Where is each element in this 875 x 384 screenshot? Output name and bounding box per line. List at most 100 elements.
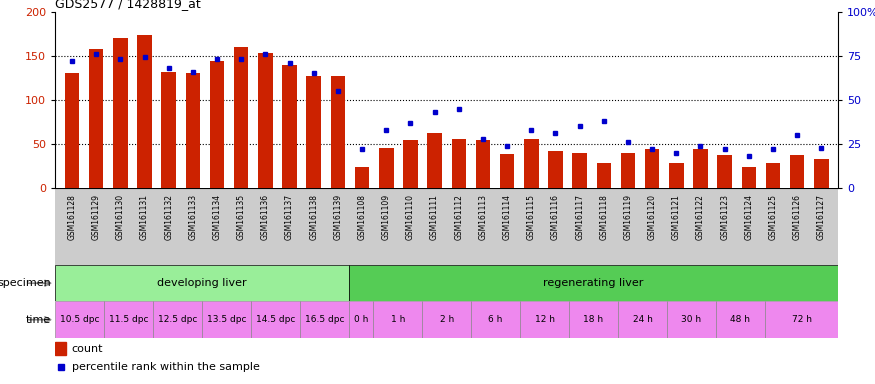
Bar (153, 301, 202, 338)
Bar (186, 73, 200, 188)
Text: GSM161113: GSM161113 (479, 194, 487, 240)
Bar (742, 167, 756, 188)
Text: GSM161130: GSM161130 (116, 194, 125, 240)
Text: GSM161119: GSM161119 (624, 194, 633, 240)
Text: GSM161138: GSM161138 (309, 194, 318, 240)
Text: 30 h: 30 h (682, 315, 702, 324)
Bar (89, 49, 103, 188)
Bar (716, 301, 765, 338)
Text: 13.5 dpc: 13.5 dpc (206, 315, 246, 324)
Text: 48 h: 48 h (731, 315, 751, 324)
Text: GSM161136: GSM161136 (261, 194, 270, 240)
Text: 24 h: 24 h (633, 315, 653, 324)
Text: 10.5 dpc: 10.5 dpc (60, 315, 100, 324)
Bar (476, 141, 490, 188)
Text: GSM161125: GSM161125 (768, 194, 778, 240)
Text: GSM161134: GSM161134 (213, 194, 221, 240)
Bar (234, 47, 248, 188)
Text: time: time (25, 314, 51, 325)
Text: 18 h: 18 h (584, 315, 604, 324)
Bar (766, 162, 780, 188)
Text: GSM161135: GSM161135 (237, 194, 246, 240)
Text: GSM161115: GSM161115 (527, 194, 536, 240)
Bar (55, 301, 104, 338)
Text: GSM161137: GSM161137 (285, 194, 294, 240)
Text: percentile rank within the sample: percentile rank within the sample (72, 362, 259, 372)
Bar (349, 265, 838, 301)
Text: 0 h: 0 h (354, 315, 368, 324)
Text: 6 h: 6 h (488, 315, 503, 324)
Bar (349, 301, 374, 338)
Bar (597, 164, 611, 188)
Text: GSM161127: GSM161127 (817, 194, 826, 240)
Bar (718, 155, 732, 188)
Bar (55, 342, 66, 355)
Bar (572, 153, 587, 188)
Bar (814, 159, 829, 188)
Text: GSM161108: GSM161108 (358, 194, 367, 240)
Bar (374, 301, 423, 338)
Bar (500, 154, 514, 188)
Bar (618, 301, 667, 338)
Text: 72 h: 72 h (792, 315, 811, 324)
Bar (104, 301, 153, 338)
Text: count: count (72, 344, 103, 354)
Bar (790, 155, 804, 188)
Bar (667, 301, 716, 338)
Text: GSM161123: GSM161123 (720, 194, 729, 240)
Text: GDS2577 / 1428819_at: GDS2577 / 1428819_at (55, 0, 201, 10)
Bar (113, 38, 128, 188)
Text: GSM161126: GSM161126 (793, 194, 802, 240)
Text: 12.5 dpc: 12.5 dpc (158, 315, 197, 324)
Text: GSM161121: GSM161121 (672, 194, 681, 240)
Bar (620, 153, 635, 188)
Text: GSM161132: GSM161132 (164, 194, 173, 240)
Bar (55, 265, 349, 301)
Text: GSM161117: GSM161117 (575, 194, 584, 240)
Text: 1 h: 1 h (390, 315, 405, 324)
Bar (331, 76, 345, 188)
Text: GSM161116: GSM161116 (551, 194, 560, 240)
Text: 14.5 dpc: 14.5 dpc (255, 315, 295, 324)
Bar (283, 65, 297, 188)
Text: GSM161111: GSM161111 (430, 194, 439, 240)
Text: GSM161133: GSM161133 (188, 194, 198, 240)
Bar (379, 147, 394, 188)
Bar (258, 53, 273, 188)
Text: GSM161122: GSM161122 (696, 194, 705, 240)
Text: specimen: specimen (0, 278, 51, 288)
Text: GSM161110: GSM161110 (406, 194, 415, 240)
Bar (423, 301, 471, 338)
Bar (549, 151, 563, 188)
Bar (524, 139, 538, 188)
Bar (471, 301, 520, 338)
Bar (669, 162, 683, 188)
Bar (251, 301, 300, 338)
Bar (569, 301, 618, 338)
Bar (765, 301, 838, 338)
Text: regenerating liver: regenerating liver (543, 278, 644, 288)
Bar (452, 139, 466, 188)
Text: GSM161112: GSM161112 (454, 194, 463, 240)
Text: GSM161114: GSM161114 (502, 194, 512, 240)
Text: GSM161120: GSM161120 (648, 194, 656, 240)
Text: GSM161109: GSM161109 (382, 194, 391, 240)
Text: GSM161118: GSM161118 (599, 194, 608, 240)
Bar (202, 301, 251, 338)
Bar (355, 167, 369, 188)
Text: GSM161131: GSM161131 (140, 194, 149, 240)
Text: 16.5 dpc: 16.5 dpc (304, 315, 344, 324)
Bar (693, 149, 708, 188)
Text: GSM161139: GSM161139 (333, 194, 342, 240)
Bar (403, 140, 417, 188)
Text: GSM161124: GSM161124 (745, 194, 753, 240)
Text: 11.5 dpc: 11.5 dpc (108, 315, 148, 324)
Text: GSM161129: GSM161129 (92, 194, 101, 240)
Bar (210, 61, 224, 188)
Text: GSM161128: GSM161128 (67, 194, 76, 240)
Text: 12 h: 12 h (535, 315, 555, 324)
Bar (65, 73, 80, 188)
Bar (300, 301, 349, 338)
Text: developing liver: developing liver (158, 278, 247, 288)
Bar (162, 71, 176, 188)
